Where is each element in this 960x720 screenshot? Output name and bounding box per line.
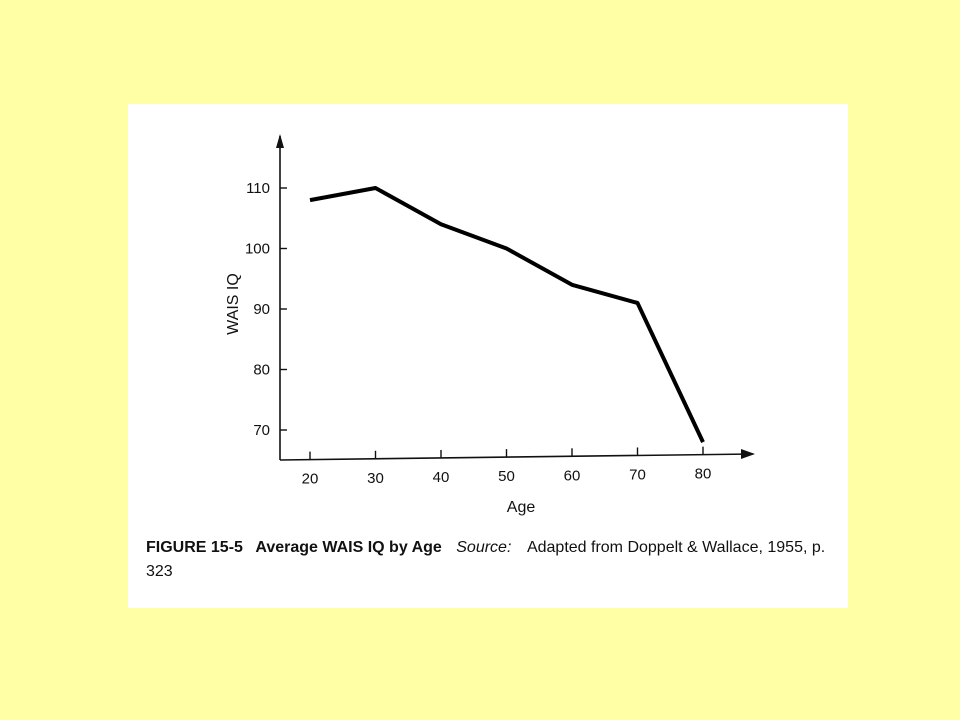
x-axis-label: Age [507, 499, 536, 516]
y-axis-label: WAIS IQ [225, 273, 242, 335]
x-axis-line [279, 453, 754, 461]
x-tick-label: 20 [302, 471, 319, 488]
chart-axes [276, 134, 755, 461]
figure-title: Average WAIS IQ by Age [255, 539, 442, 556]
y-tick-label: 70 [253, 422, 270, 439]
source-text: Adapted from Doppelt & Wallace, 1955, p.… [146, 539, 826, 580]
figure-number: FIGURE 15-5 [146, 539, 243, 556]
y-tick-label: 110 [246, 180, 270, 197]
chart-ticks: 70 80 90 100 110 20 30 40 50 60 70 80 [245, 180, 711, 488]
x-tick-label: 40 [433, 469, 450, 486]
line-chart: 70 80 90 100 110 20 30 40 50 60 70 80 WAIS IQ Age [225, 134, 755, 516]
source-label: Source: [456, 539, 512, 556]
x-axis-arrow [741, 449, 755, 459]
iq-series-line [309, 186, 705, 443]
x-tick-label: 80 [695, 466, 712, 483]
x-tick-label: 50 [498, 468, 515, 485]
chart-series [309, 186, 705, 443]
y-tick-label: 80 [253, 362, 270, 379]
x-tick-label: 60 [564, 467, 581, 484]
figure-caption: FIGURE 15-5 Average WAIS IQ by Age Sourc… [146, 536, 836, 584]
y-tick-label: 100 [245, 241, 270, 258]
figure-panel: 70 80 90 100 110 20 30 40 50 60 70 80 WAIS IQ Age F… [128, 104, 848, 608]
x-tick-label: 70 [629, 466, 646, 483]
x-tick-label: 30 [367, 470, 384, 487]
y-tick-label: 90 [253, 301, 270, 318]
y-axis-arrow [276, 134, 284, 148]
